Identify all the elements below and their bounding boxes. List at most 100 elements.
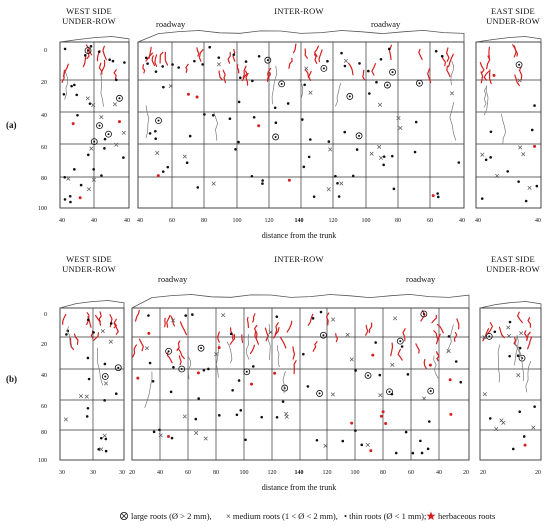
herbaceous-root-mark <box>371 63 376 76</box>
thin-root-mark <box>414 120 418 124</box>
medium-root-mark <box>85 96 90 101</box>
herbaceous-root-mark <box>93 332 99 341</box>
herbaceous-root-mark <box>78 196 82 200</box>
thin-root-mark <box>92 168 95 171</box>
herbaceous-root-mark <box>85 44 93 56</box>
medium-root-mark <box>390 362 395 367</box>
x-tick: 60 <box>408 470 414 476</box>
thin-root-mark <box>334 174 337 178</box>
depth-tick: 20 <box>41 342 47 348</box>
medium-root-mark <box>66 176 71 181</box>
x-tick: 120 <box>329 218 338 224</box>
woody-root-trace <box>514 335 521 358</box>
herbaceous-root-mark <box>512 44 517 58</box>
x-tick: 40 <box>475 218 481 224</box>
thin-root-mark <box>354 369 357 372</box>
woody-root-trace <box>483 86 488 108</box>
herbaceous-root-mark <box>365 324 369 336</box>
east-header-b-line2: UNDER-ROW <box>486 264 540 274</box>
thin-root-mark <box>104 449 108 453</box>
thin-root-mark <box>406 373 410 376</box>
herbaceous-root-mark <box>252 313 256 323</box>
large-root-mark <box>416 79 423 87</box>
x-axis-b-inter: 20 40 60 80 100 120 140 120 100 80 60 40… <box>129 470 469 476</box>
large-root-mark <box>420 310 428 318</box>
inter-header-a: INTER-ROW <box>274 6 323 16</box>
herbaceous-root-mark <box>498 326 505 339</box>
herbaceous-root-mark <box>448 378 452 382</box>
large-root-mark <box>355 132 363 140</box>
x-tick: 100 <box>233 218 242 224</box>
large-root-mark <box>90 138 98 146</box>
thin-root-mark <box>419 439 422 443</box>
medium-root-mark <box>369 151 374 156</box>
herbaceous-root-mark <box>273 371 277 375</box>
herbaceous-root-mark <box>236 64 240 74</box>
thin-root-mark <box>517 180 520 183</box>
thin-root-mark <box>368 92 371 95</box>
thin-root-mark <box>85 415 89 418</box>
thin-root-mark <box>217 56 221 59</box>
thin-root-mark <box>489 156 492 159</box>
thin-root-mark <box>69 200 72 204</box>
herbaceous-root-mark <box>390 342 394 357</box>
herbaceous-root-mark <box>453 331 458 342</box>
medium-root-mark <box>182 414 187 419</box>
thin-root-mark <box>343 130 347 134</box>
thin-root-mark <box>447 335 451 338</box>
thin-root-mark <box>303 83 306 87</box>
herbaceous-root-mark <box>254 330 259 345</box>
thin-root-mark <box>144 56 148 60</box>
depth-tick: 60 <box>41 404 47 410</box>
depth-axis-b: 0 20 40 60 80 100 <box>38 312 47 464</box>
x-tick: 20 <box>480 470 486 476</box>
medium-root-mark <box>339 181 344 186</box>
large-root-mark <box>389 68 396 76</box>
x-tick: 30 <box>119 470 125 476</box>
herbaceous-star-icon <box>426 511 436 520</box>
x-tick: 60 <box>185 470 191 476</box>
medium-root-mark <box>328 147 333 152</box>
large-root-mark <box>101 373 109 380</box>
herbaceous-root-mark <box>264 327 269 342</box>
thin-root-mark <box>166 165 170 169</box>
x-tick: 80 <box>380 470 386 476</box>
thin-root-mark <box>506 170 510 173</box>
herbaceous-root-mark <box>431 314 438 324</box>
thin-root-mark <box>63 47 67 51</box>
thin-root-mark <box>257 54 261 58</box>
thin-root-mark <box>326 59 329 63</box>
woody-root-trace <box>483 85 489 116</box>
medium-root-mark <box>86 187 91 192</box>
medium-root-mark <box>211 181 216 186</box>
large-root-mark <box>116 94 123 102</box>
herbaceous-root-mark <box>486 55 491 70</box>
herbaceous-root-mark <box>488 69 492 85</box>
thin-root-mark <box>387 47 391 51</box>
herbaceous-root-mark <box>384 421 388 425</box>
medium-root-mark <box>168 83 173 89</box>
thin-root-mark <box>390 154 394 158</box>
thin-root-mark <box>103 137 107 141</box>
herbaceous-root-mark <box>325 312 330 326</box>
woody-root-trace <box>226 341 233 364</box>
root-marks <box>61 43 539 455</box>
woody-root-trace <box>497 344 501 383</box>
east-block-b-frame <box>479 307 542 461</box>
herbaceous-root-mark <box>350 421 354 425</box>
herbaceous-root-mark <box>435 333 441 345</box>
herbaceous-root-mark <box>164 317 166 328</box>
thin-root-mark <box>103 399 106 402</box>
thin-root-mark <box>511 447 515 451</box>
thin-root-mark <box>148 132 152 135</box>
x-tick: 40 <box>91 218 97 224</box>
west-block-a-frame <box>59 41 130 209</box>
thin-root-mark <box>89 45 93 48</box>
woody-root-trace <box>335 82 342 107</box>
thin-root-mark <box>99 436 103 440</box>
medium-root-mark <box>480 152 485 157</box>
medium-root-mark <box>216 62 221 67</box>
herbaceous-root-mark <box>241 334 244 343</box>
thin-root-mark <box>281 400 285 403</box>
medium-root-mark <box>214 352 219 357</box>
